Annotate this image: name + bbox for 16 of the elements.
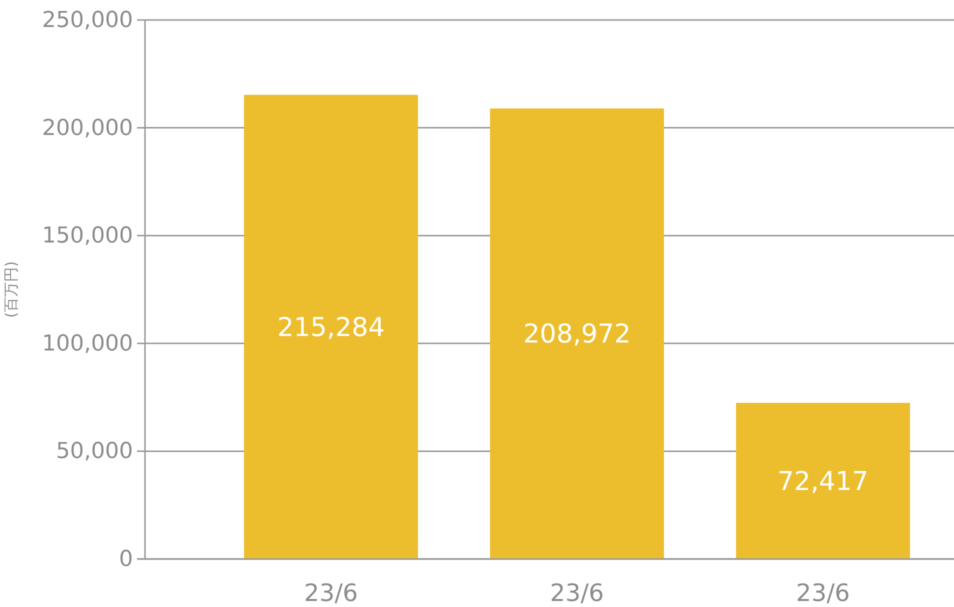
x-tick-label: 23/6 [304,579,358,607]
y-tick-label: 200,000 [42,116,133,141]
y-tick-label: 0 [119,547,133,572]
y-tick-label: 250,000 [42,8,133,33]
x-tick-label: 23/6 [796,579,850,607]
y-axis-title: (百万円) [2,261,20,318]
bar [736,402,910,559]
data-label: 215,284 [277,312,385,343]
bar [244,94,418,559]
x-tick-label: 23/6 [550,579,604,607]
y-tick-label: 100,000 [42,331,133,356]
data-label: 72,417 [778,466,868,497]
y-tick-label: 50,000 [56,439,133,464]
y-tick-label: 150,000 [42,224,133,249]
data-label: 208,972 [523,320,631,350]
bar [490,108,664,559]
